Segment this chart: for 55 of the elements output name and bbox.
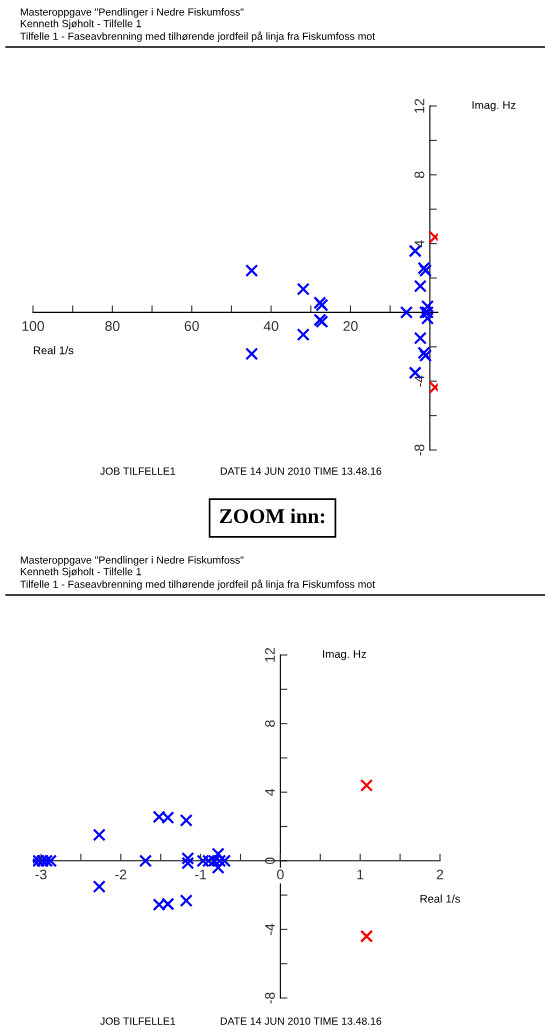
y-tick-label: 0: [265, 857, 275, 865]
text: JOB TILFELLE1: [100, 1017, 176, 1025]
y-tick-label: -8: [414, 444, 425, 456]
point: [92, 828, 106, 842]
point: [181, 851, 195, 865]
point: [211, 861, 225, 875]
point: [296, 328, 310, 342]
y-tick-label: 4: [265, 788, 275, 796]
text: DATE 14 JUN 2010 TIME 13.48.16: [220, 467, 382, 475]
text: JOB TILFELLE1: [100, 467, 176, 475]
x-tick-label: 100: [22, 321, 45, 331]
chart-subtitle: Masteroppgave "Pendlinger i Nedre Fiskumfoss" Kenneth Sjøholt - Tilfelle 1 Tilfelle 1 - Faseavbrenning med tilhørende jordfeil på linja fra Fiskumfoss mot: [20, 8, 376, 42]
y-tick-label: 12: [414, 98, 425, 113]
x-tick-label: 80: [105, 321, 120, 331]
y-tick-label: 8: [265, 720, 275, 727]
y-tick-label: 8: [414, 171, 425, 179]
x-tick-label: 40: [263, 321, 279, 331]
x-tick-label: -2: [115, 869, 127, 880]
chart-title: ZOOM inn:: [219, 508, 325, 524]
x-axis-title: Real 1/s: [33, 346, 74, 355]
y-axis-title: Imag. Hz: [323, 650, 366, 661]
x-axis-title: Real 1/s: [420, 894, 460, 903]
point: [413, 331, 427, 345]
x-tick-label: -1: [195, 869, 207, 880]
point: [428, 380, 438, 394]
y-tick-label: 12: [265, 647, 275, 662]
y-axis-title: Imag. Hz: [472, 101, 516, 112]
point: [399, 305, 413, 319]
point: [179, 894, 193, 908]
x-tick-label: 0: [277, 869, 284, 880]
x-tick-label: 1: [357, 869, 364, 880]
x-tick-label: 60: [184, 321, 199, 331]
y-tick-label: -4: [414, 375, 425, 387]
x-tick-label: 20: [343, 321, 358, 331]
x-tick-label: 2: [436, 869, 444, 880]
point: [179, 813, 193, 827]
point: [420, 311, 434, 325]
point: [420, 299, 434, 313]
y-tick-label: 4: [414, 240, 425, 248]
point: [413, 279, 427, 293]
point: [360, 778, 374, 792]
point: [211, 847, 225, 861]
chart-subtitle: Masteroppgave "Pendlinger i Nedre Fiskumfoss" Kenneth Sjøholt - Tilfelle 1 Tilfelle 1 - Faseavbrenning med tilhørende jordfeil på linja fra Fiskumfoss mot: [20, 556, 376, 590]
text: DATE 14 JUN 2010 TIME 13.48.16: [220, 1017, 382, 1025]
point: [139, 854, 153, 868]
point: [296, 282, 310, 296]
y-tick-label: -4: [265, 923, 275, 935]
x-tick-label: -3: [35, 869, 47, 880]
point: [360, 929, 374, 943]
point: [181, 856, 195, 870]
y-tick-label: -8: [265, 992, 275, 1004]
point: [245, 264, 259, 278]
point: [245, 347, 259, 361]
point: [92, 880, 106, 894]
point: [428, 230, 438, 244]
